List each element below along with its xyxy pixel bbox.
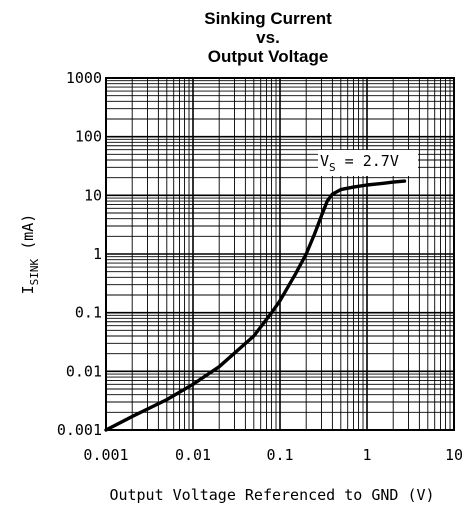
plot-frame	[105, 77, 455, 431]
y-axis-label: ISINK (mA)	[19, 214, 41, 295]
chart-title-line-1: Sinking Current	[204, 9, 332, 28]
y-tick-label: 100	[75, 128, 102, 146]
y-axis-label-unit: (mA)	[19, 214, 37, 259]
x-tick-label: 0.01	[175, 446, 211, 464]
annotation-background	[318, 150, 418, 176]
x-tick-label: 1	[362, 446, 371, 464]
y-tick-label: 10	[84, 186, 102, 204]
y-tick-label: 0.1	[75, 304, 102, 322]
annotation-rest: = 2.7V	[336, 152, 399, 170]
x-tick-label: 0.1	[266, 446, 293, 464]
annotation-vs: VS = 2.7V	[320, 152, 399, 174]
series-line	[104, 179, 407, 432]
y-tick-label: 1	[93, 245, 102, 263]
y-tick-label: 0.01	[66, 362, 102, 380]
x-tick-label: 10	[445, 446, 463, 464]
y-tick-label: 1000	[66, 69, 102, 87]
chart-title-line-3: Output Voltage	[208, 47, 329, 66]
y-tick-label: 0.001	[57, 421, 102, 439]
x-axis-label: Output Voltage Referenced to GND (V)	[109, 486, 434, 504]
y-axis-label-main: I	[19, 285, 37, 294]
x-tick-labels: 0.001 0.01 0.1 1 10	[83, 446, 463, 464]
annotation-sub: S	[329, 161, 336, 174]
grid	[105, 78, 454, 431]
annotation-main: V	[320, 152, 329, 170]
y-axis-label-sub: SINK	[28, 258, 41, 285]
y-tick-labels: 1000 100 10 1 0.1 0.01 0.001	[57, 69, 102, 439]
x-tick-label: 0.001	[83, 446, 128, 464]
chart-title-line-2: vs.	[256, 28, 280, 47]
